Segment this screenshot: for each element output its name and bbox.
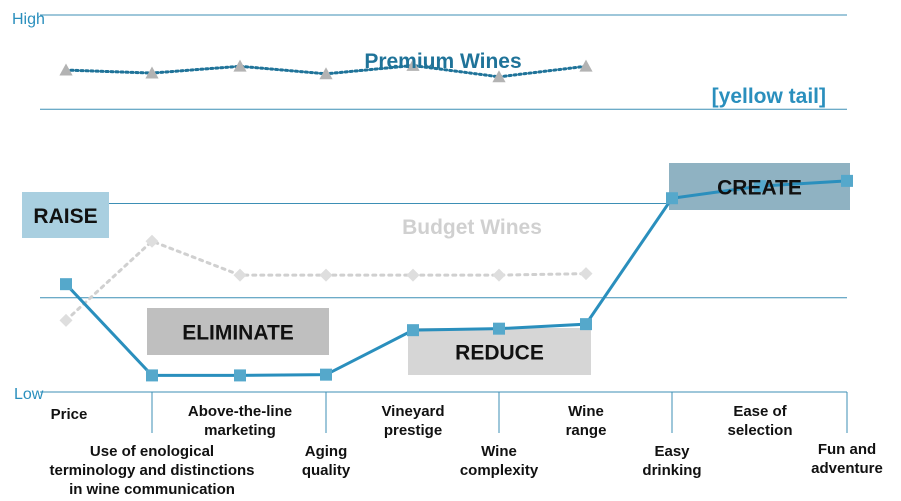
budget-wines-point-1 (145, 234, 159, 248)
yellow-tail-point-7 (666, 192, 678, 205)
yellow-tail-line (64, 179, 849, 377)
raise-box (22, 192, 109, 238)
x-tick-label-6: Wine range (566, 403, 607, 439)
premium-wines-series-label: Premium Wines (364, 50, 521, 73)
budget-wines-point-6 (579, 267, 593, 281)
reduce-box-label: REDUCE (455, 342, 544, 365)
raise-box-label: RAISE (33, 205, 97, 228)
y-axis-high-label: High (12, 11, 45, 28)
grid-lines (40, 14, 848, 433)
yellow-tail-point-9 (841, 174, 853, 187)
premium-wines-point-2 (233, 59, 247, 72)
premium-wines-point-1 (145, 66, 159, 79)
premium-wines-point-6 (579, 59, 593, 72)
x-tick-label-7: Easy drinking (642, 443, 701, 479)
yellow-tail-point-3 (320, 368, 332, 381)
labels: High Low RAISE ELIMINATE REDUCE CREATE Premium… (12, 11, 883, 498)
eliminate-box-label: ELIMINATE (182, 322, 294, 345)
budget-wines-point-3 (319, 268, 333, 282)
yellow-tail-point-6 (580, 318, 592, 331)
series-lines (59, 58, 853, 382)
yellow-tail-point-0 (60, 278, 72, 291)
x-tick-label-5: Wine complexity (460, 443, 539, 479)
budget-wines-point-2 (233, 268, 247, 282)
premium-wines-point-4 (406, 58, 420, 71)
action-boxes (22, 163, 850, 375)
budget-wines-point-0 (59, 313, 73, 327)
reduce-box (408, 328, 591, 375)
yellow-tail-point-4 (407, 324, 419, 337)
x-tick-label-8: Ease of selection (727, 403, 792, 439)
x-tick-label-9: Fun and adventure (811, 441, 883, 477)
x-tick-label-2: Above-the-line marketing (188, 403, 292, 439)
budget-wines-series-label: Budget Wines (402, 216, 542, 239)
yellow-tail-point-8 (754, 180, 766, 193)
eliminate-box (147, 308, 329, 355)
premium-wines-point-0 (59, 63, 73, 76)
budget-wines-point-4 (406, 268, 420, 282)
x-tick-label-0: Price (51, 406, 88, 423)
yellow-tail-series-label: [yellow tail] (712, 85, 826, 108)
budget-wines-point-5 (492, 268, 506, 282)
yellow-tail-point-2 (234, 369, 246, 382)
y-axis-low-label: Low (14, 386, 44, 403)
yellow-tail-point-5 (493, 322, 505, 335)
premium-wines-point-3 (319, 67, 333, 80)
x-tick-label-4: Vineyard prestige (381, 403, 444, 439)
x-tick-label-1: Use of enological terminology and distinc… (49, 443, 254, 498)
yellow-tail-point-1 (146, 369, 158, 382)
x-tick-label-3: Aging quality (302, 443, 351, 479)
premium-wines-point-5 (492, 70, 506, 83)
create-box-label: CREATE (717, 177, 802, 200)
